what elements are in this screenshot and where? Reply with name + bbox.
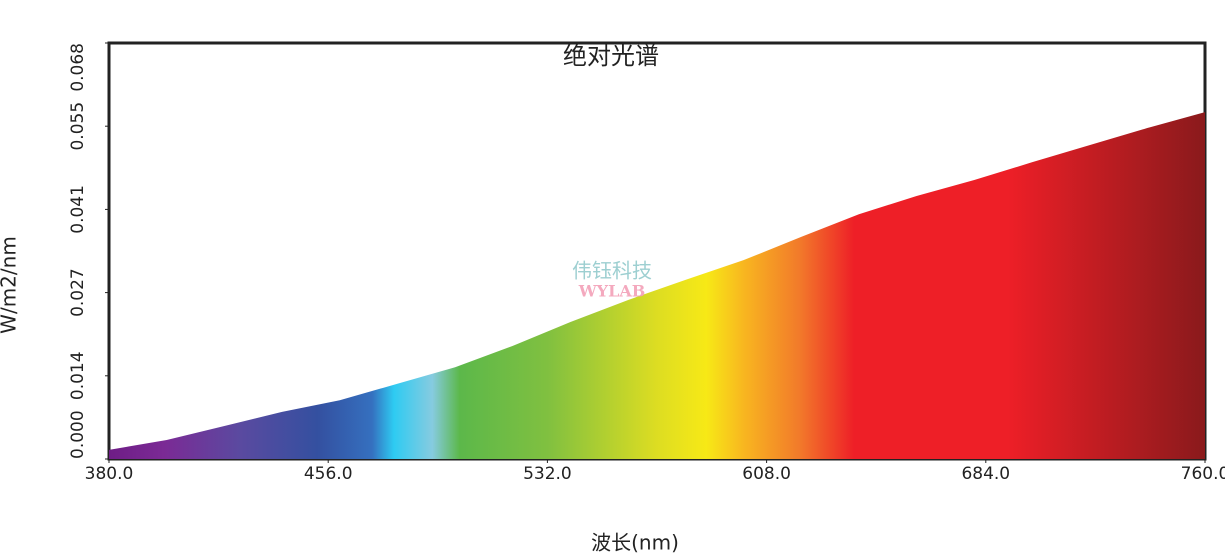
x-tick-label: 684.0	[961, 464, 1010, 484]
x-tick-label: 532.0	[523, 464, 572, 484]
y-tick: 0.068	[68, 43, 88, 92]
y-tick-label: 0.000	[68, 410, 88, 459]
y-tick-label: 0.055	[68, 102, 88, 151]
y-axis-label: W/m2/nm	[0, 236, 21, 334]
watermark: 伟钰科技	[572, 259, 652, 283]
spectrum-area	[109, 112, 1205, 460]
y-tick-label: 0.041	[68, 185, 88, 234]
y-tick-label: 0.014	[68, 351, 88, 400]
y-tick: 0.000	[68, 410, 88, 459]
y-tick: 0.041	[68, 185, 88, 234]
y-tick: 0.014	[68, 351, 88, 400]
x-tick-label: 608.0	[742, 464, 791, 484]
y-tick-label: 0.027	[68, 268, 88, 317]
chart-title: 绝对光谱	[563, 42, 659, 70]
x-tick-label: 760.0	[1181, 464, 1225, 484]
x-tick-label: 380.0	[85, 464, 134, 484]
y-tick: 0.027	[68, 268, 88, 317]
y-tick: 0.055	[68, 102, 88, 151]
y-tick-label: 0.068	[68, 43, 88, 92]
x-axis-label: 波长(nm)	[591, 531, 679, 555]
watermark: WYLAB	[578, 282, 646, 301]
x-tick-label: 456.0	[304, 464, 353, 484]
